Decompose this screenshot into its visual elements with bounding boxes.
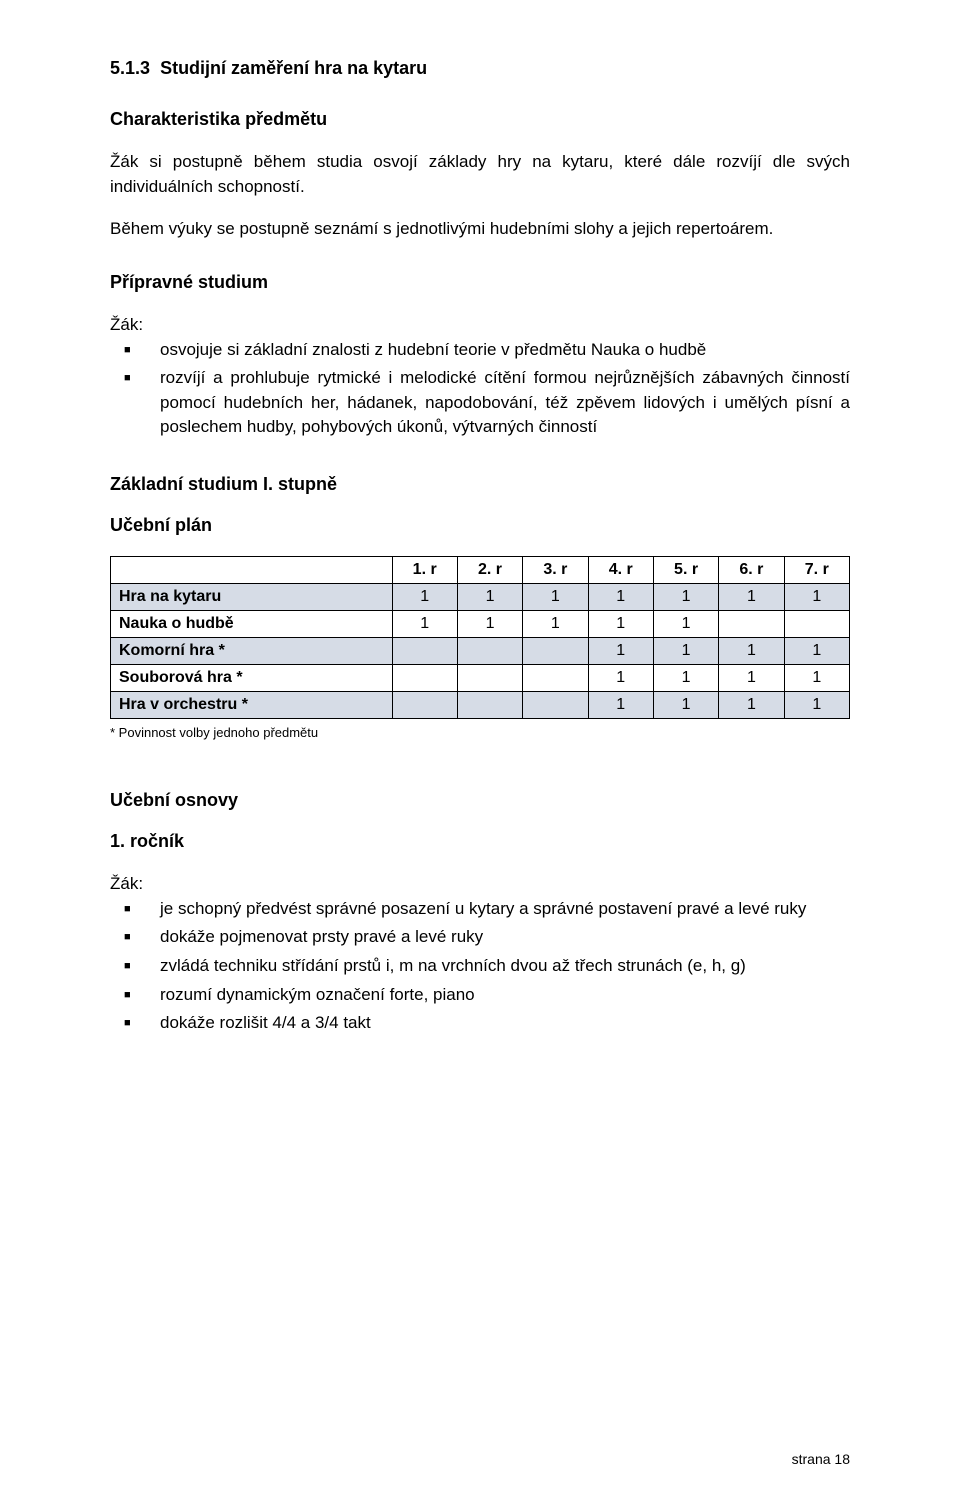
row-label: Hra na kytaru	[111, 584, 393, 611]
section-title: 5.1.3 Studijní zaměření hra na kytaru	[110, 58, 850, 79]
cell	[784, 611, 849, 638]
page: 5.1.3 Studijní zaměření hra na kytaru Ch…	[0, 0, 960, 1511]
page-footer: strana 18	[792, 1451, 850, 1467]
cell: 1	[588, 611, 653, 638]
cell: 1	[719, 638, 784, 665]
plan-footnote: * Povinnost volby jednoho předmětu	[110, 725, 850, 740]
cell	[523, 665, 588, 692]
cell: 1	[719, 665, 784, 692]
table-row: Hra na kytaru 1 1 1 1 1 1 1	[111, 584, 850, 611]
col-header: 2. r	[457, 557, 522, 584]
cell: 1	[784, 665, 849, 692]
list-item: osvojuje si základní znalosti z hudební …	[110, 338, 850, 363]
cell: 1	[392, 584, 457, 611]
cell: 1	[653, 584, 718, 611]
cell	[523, 638, 588, 665]
cell: 1	[653, 692, 718, 719]
list-item: rozumí dynamickým označení forte, piano	[110, 983, 850, 1008]
characteristics-para2: Během výuky se postupně seznámí s jednot…	[110, 217, 850, 242]
cell	[392, 638, 457, 665]
cell	[457, 665, 522, 692]
list-item: dokáže rozlišit 4/4 a 3/4 takt	[110, 1011, 850, 1036]
cell: 1	[719, 692, 784, 719]
footer-page-number: 18	[834, 1451, 850, 1467]
cell: 1	[784, 584, 849, 611]
cell: 1	[588, 584, 653, 611]
cell	[392, 665, 457, 692]
col-header: 5. r	[653, 557, 718, 584]
table-row: Hra v orchestru * 1 1 1 1	[111, 692, 850, 719]
list-item: dokáže pojmenovat prsty pravé a levé ruk…	[110, 925, 850, 950]
study-plan-table: 1. r 2. r 3. r 4. r 5. r 6. r 7. r Hra n…	[110, 556, 850, 719]
section-number: 5.1.3	[110, 58, 150, 78]
cell: 1	[457, 611, 522, 638]
cell	[457, 692, 522, 719]
section-title-text: Studijní zaměření hra na kytaru	[160, 58, 427, 78]
list-item: rozvíjí a prohlubuje rytmické i melodick…	[110, 366, 850, 440]
cell: 1	[784, 692, 849, 719]
cell: 1	[588, 638, 653, 665]
plan-heading: Učební plán	[110, 515, 850, 536]
preparatory-heading: Přípravné studium	[110, 272, 850, 293]
basic-study-heading: Základní studium I. stupně	[110, 474, 850, 495]
cell: 1	[653, 665, 718, 692]
table-row: Souborová hra * 1 1 1 1	[111, 665, 850, 692]
list-item: zvládá techniku střídání prstů i, m na v…	[110, 954, 850, 979]
cell	[523, 692, 588, 719]
row-label: Nauka o hudbě	[111, 611, 393, 638]
preparatory-list: osvojuje si základní znalosti z hudební …	[110, 338, 850, 441]
preparatory-lead: Žák:	[110, 313, 850, 338]
cell: 1	[588, 692, 653, 719]
cell: 1	[523, 611, 588, 638]
cell: 1	[653, 638, 718, 665]
cell: 1	[588, 665, 653, 692]
col-header: 1. r	[392, 557, 457, 584]
cell: 1	[719, 584, 784, 611]
col-header: 6. r	[719, 557, 784, 584]
characteristics-heading: Charakteristika předmětu	[110, 109, 850, 130]
cell: 1	[457, 584, 522, 611]
table-header-row: 1. r 2. r 3. r 4. r 5. r 6. r 7. r	[111, 557, 850, 584]
col-header: 4. r	[588, 557, 653, 584]
table-row: Nauka o hudbě 1 1 1 1 1	[111, 611, 850, 638]
row-label: Souborová hra *	[111, 665, 393, 692]
row-label: Hra v orchestru *	[111, 692, 393, 719]
row-label: Komorní hra *	[111, 638, 393, 665]
list-item: je schopný předvést správné posazení u k…	[110, 897, 850, 922]
syllabus-list: je schopný předvést správné posazení u k…	[110, 897, 850, 1036]
cell: 1	[392, 611, 457, 638]
cell	[457, 638, 522, 665]
table-row: Komorní hra * 1 1 1 1	[111, 638, 850, 665]
col-header: 3. r	[523, 557, 588, 584]
col-header: 7. r	[784, 557, 849, 584]
cell	[719, 611, 784, 638]
cell: 1	[523, 584, 588, 611]
footer-label: strana	[792, 1451, 831, 1467]
cell: 1	[653, 611, 718, 638]
year-heading: 1. ročník	[110, 831, 850, 852]
characteristics-para1: Žák si postupně během studia osvojí zákl…	[110, 150, 850, 199]
cell: 1	[784, 638, 849, 665]
syllabus-heading: Učební osnovy	[110, 790, 850, 811]
syllabus-lead: Žák:	[110, 872, 850, 897]
cell	[392, 692, 457, 719]
